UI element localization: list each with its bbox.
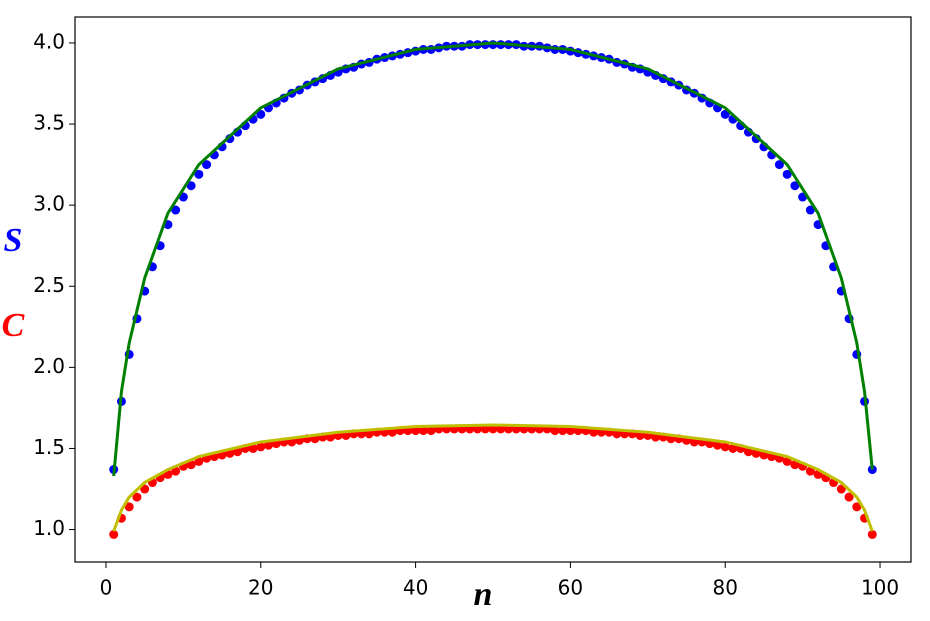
y-tick-label: 3.0 (33, 192, 65, 216)
data-point (248, 443, 258, 453)
data-point (712, 440, 722, 450)
x-tick-label: 80 (712, 576, 737, 600)
x-tick-label: 40 (403, 576, 428, 600)
data-point (171, 466, 181, 476)
data-point (782, 456, 792, 466)
data-point (426, 426, 436, 436)
data-point (109, 529, 119, 539)
y-tick-label: 1.0 (33, 516, 65, 540)
data-point (186, 181, 196, 191)
data-point (844, 492, 854, 502)
data-point (387, 427, 397, 437)
data-point (496, 424, 506, 434)
data-point (124, 502, 134, 512)
data-point (256, 442, 266, 452)
data-point (550, 426, 560, 436)
y-axis-label: S (4, 222, 23, 259)
data-point (589, 427, 599, 437)
data-point (852, 502, 862, 512)
data-point (774, 160, 784, 170)
data-point (411, 426, 421, 436)
y-tick-label: 2.5 (33, 273, 65, 297)
data-point (140, 484, 150, 494)
data-point (194, 456, 204, 466)
data-point (790, 181, 800, 191)
y-tick-label: 2.0 (33, 354, 65, 378)
data-point (728, 443, 738, 453)
x-axis-label: n (474, 576, 493, 613)
data-point (171, 205, 181, 215)
data-point (720, 109, 730, 119)
data-point (720, 442, 730, 452)
data-point (790, 460, 800, 470)
data-point (264, 440, 274, 450)
x-tick-label: 60 (558, 576, 583, 600)
data-point (480, 424, 490, 434)
y-tick-label: 1.5 (33, 435, 65, 459)
data-point (488, 424, 498, 434)
curve (112, 423, 874, 532)
data-point (805, 466, 815, 476)
data-point (867, 529, 877, 539)
data-point (186, 460, 196, 470)
y-tick-label: 3.5 (33, 111, 65, 135)
data-point (782, 169, 792, 179)
plot-frame (74, 16, 912, 563)
data-point (202, 160, 212, 170)
x-tick-label: 100 (861, 576, 899, 600)
data-point (836, 484, 846, 494)
x-tick-label: 0 (100, 576, 113, 600)
data-point (565, 426, 575, 436)
y-tick-label: 4.0 (33, 29, 65, 53)
x-tick-label: 20 (248, 576, 273, 600)
data-point (805, 205, 815, 215)
y-axis-label: C (2, 307, 25, 344)
data-point (256, 109, 266, 119)
curve (112, 41, 874, 477)
data-point (132, 492, 142, 502)
data-point (194, 169, 204, 179)
data-point (418, 426, 428, 436)
data-point (558, 426, 568, 436)
